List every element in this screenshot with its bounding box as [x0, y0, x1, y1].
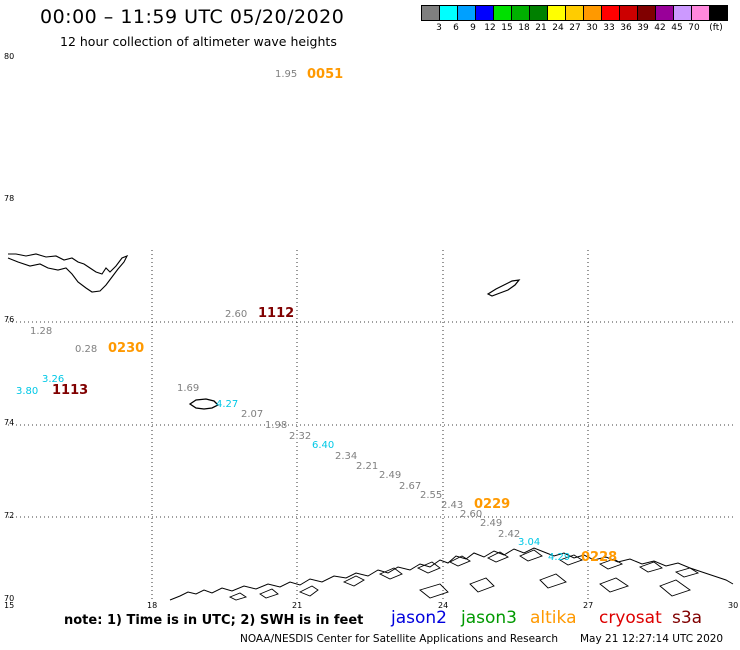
pass-time-tag: 0228 [581, 550, 618, 565]
legend-label: 12 [484, 23, 496, 33]
credit-line: NOAA/NESDIS Center for Satellite Applica… [240, 633, 558, 645]
bear-island-coastline [188, 398, 220, 410]
legend-label: 36 [620, 23, 632, 33]
lat-label-70: 70 [4, 594, 15, 603]
legend-label: 21 [535, 23, 547, 33]
legend-label: 3 [436, 23, 442, 33]
chart-subtitle: 12 hour collection of altimeter wave hei… [60, 34, 337, 49]
swh-observation: 1.69 [177, 383, 200, 394]
svalbard-coastline [7, 253, 129, 293]
legend-label: 9 [470, 23, 476, 33]
generated-timestamp: May 21 12:27:14 UTC 2020 [580, 633, 724, 645]
swh-observation: 2.49 [379, 470, 402, 481]
legend-label: 24 [552, 23, 564, 33]
lat-label-74: 74 [4, 418, 15, 427]
legend-label: 15 [501, 23, 513, 33]
mission-label-s3a: s3a [672, 608, 703, 628]
legend-swatch [709, 5, 728, 21]
swh-observation: 3.26 [42, 374, 65, 385]
swh-observation: 2.34 [335, 451, 358, 462]
swh-observation: 2.55 [420, 490, 443, 501]
lon-label-27: 27 [583, 601, 594, 610]
swh-observation: 4.27 [216, 399, 239, 410]
swh-observation: 1.98 [265, 420, 288, 431]
legend-label: 18 [518, 23, 530, 33]
color-legend: 3 6 9 12 15 18 21 24 27 30 33 36 39 42 45 70 (ft) [421, 5, 740, 33]
legend-label: 30 [586, 23, 598, 33]
lon-label-15: 15 [4, 601, 15, 610]
legend-label: 39 [637, 23, 649, 33]
lon-label-24: 24 [438, 601, 449, 610]
legend-label: 33 [603, 23, 615, 33]
pass-time-tag: 0230 [108, 341, 145, 356]
pass-time-tag: 1113 [52, 383, 89, 398]
swh-observation: 3.04 [518, 537, 541, 548]
lon-label-21: 21 [292, 601, 303, 610]
pass-time-tag: 0229 [474, 497, 511, 512]
graticule [8, 250, 733, 600]
norway-coastline [169, 547, 734, 601]
mission-label-jason3: jason3 [461, 608, 517, 628]
mission-label-altika: altika [530, 608, 577, 628]
legend-swatches [421, 5, 740, 21]
legend-label: 45 [671, 23, 683, 33]
swh-observation: 3.80 [16, 386, 39, 397]
swh-observation: 2.21 [356, 461, 379, 472]
swh-observation: 2.49 [480, 518, 503, 529]
footer-note: note: 1) Time is in UTC; 2) SWH is in fe… [64, 613, 364, 628]
swh-observation: 2.60 [460, 509, 483, 520]
mission-label-cryosat: cryosat [599, 608, 662, 628]
pass-time-tag: 0051 [307, 67, 344, 82]
swh-observation: 6.40 [312, 440, 335, 451]
pass-time-tag: 1112 [258, 306, 295, 321]
legend-labels: 3 6 9 12 15 18 21 24 27 30 33 36 39 42 45 70 (ft) [422, 21, 740, 33]
swh-observation: 2.07 [241, 409, 264, 420]
lat-label-78: 78 [4, 194, 15, 203]
mission-label-jason2: jason2 [391, 608, 447, 628]
swh-observation: 2.32 [289, 431, 312, 442]
swh-observation: 1.28 [30, 326, 53, 337]
lon-label-30: 30 [728, 601, 739, 610]
swh-observation: 2.60 [225, 309, 248, 320]
swh-observation: 2.43 [441, 500, 464, 511]
swh-observation: 2.42 [498, 529, 521, 540]
swh-observation: 1.95 [275, 69, 298, 80]
legend-unit: (ft) [709, 23, 723, 33]
lat-label-72: 72 [4, 511, 15, 520]
swh-observation: 0.28 [75, 344, 98, 355]
swh-observation: 2.67 [399, 481, 422, 492]
hopen-coastline [486, 279, 521, 297]
coastal-islands [228, 549, 700, 601]
chart-title: 00:00 – 11:59 UTC 05/20/2020 [40, 6, 345, 28]
legend-label: 6 [453, 23, 459, 33]
legend-label: 42 [654, 23, 666, 33]
legend-label: 27 [569, 23, 581, 33]
lon-label-18: 18 [147, 601, 158, 610]
lat-label-76: 76 [4, 315, 15, 324]
swh-observation: 4.29 [548, 552, 571, 563]
legend-label: 70 [688, 23, 700, 33]
lat-label-80: 80 [4, 52, 15, 61]
